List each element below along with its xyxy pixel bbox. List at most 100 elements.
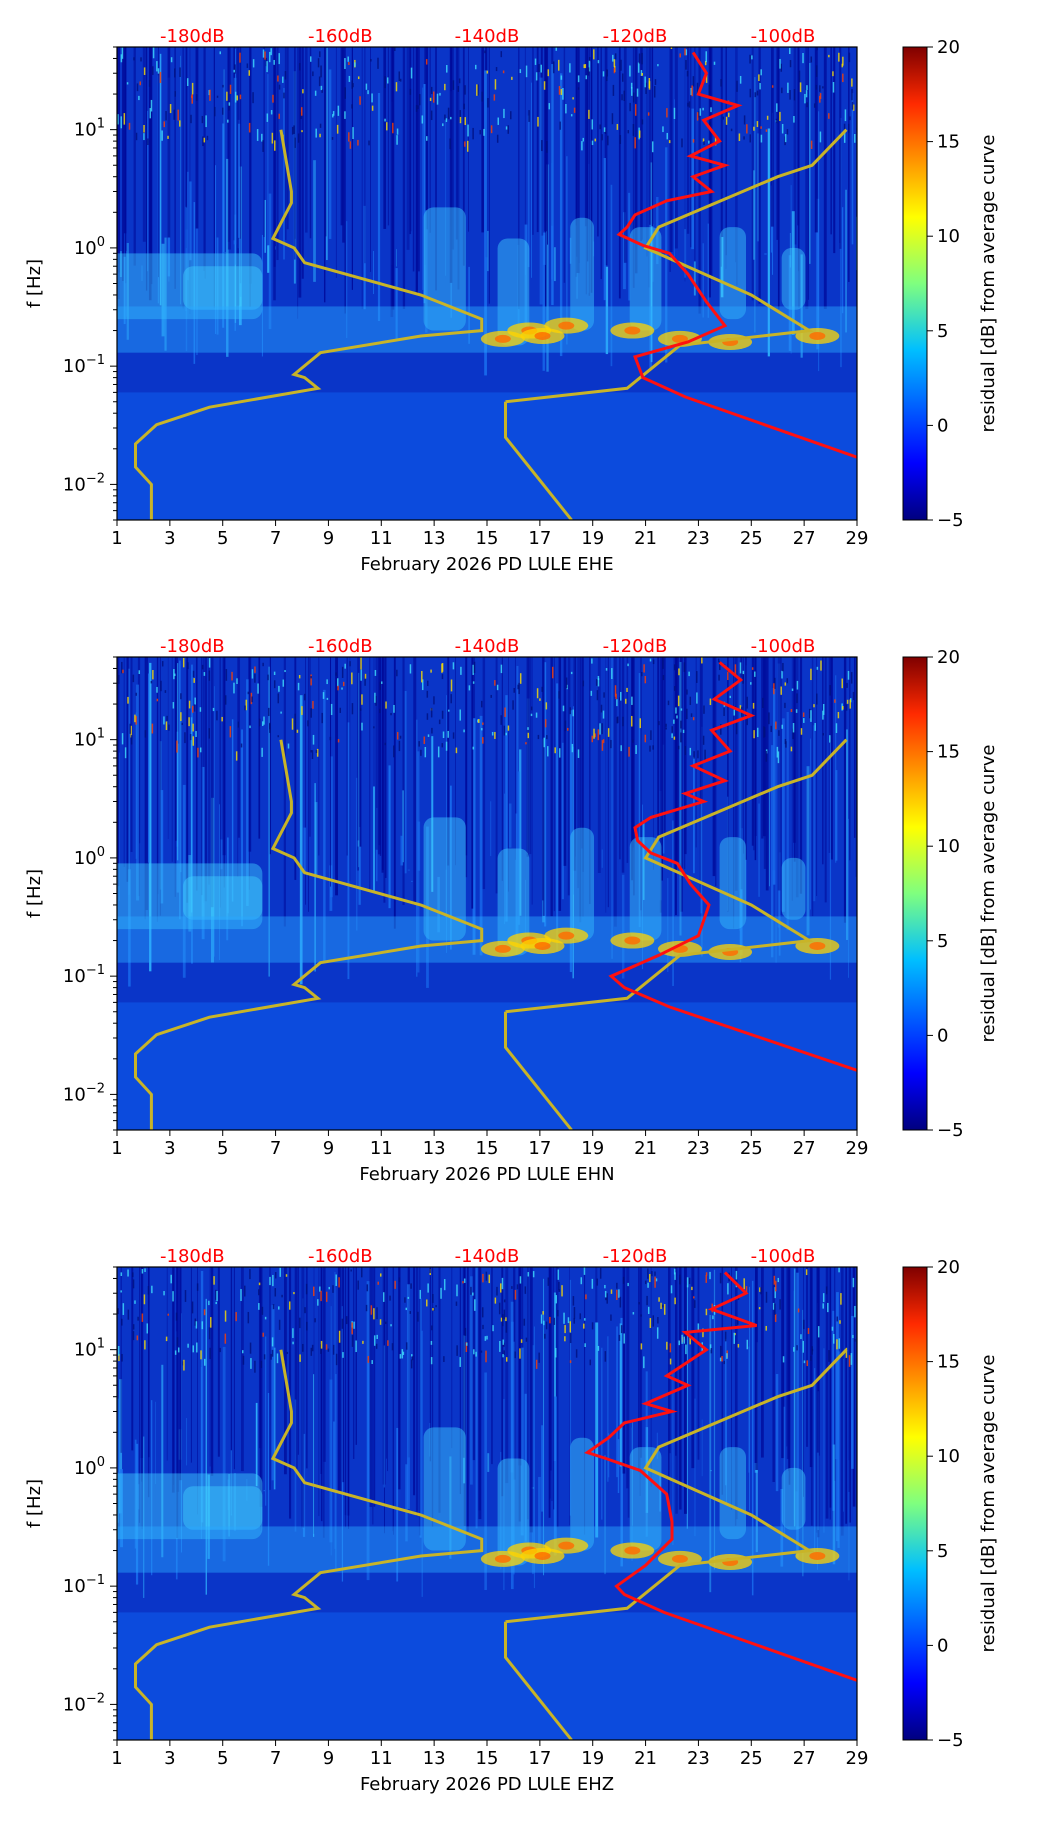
heatmap-speckle xyxy=(545,79,547,89)
heatmap-speckle xyxy=(600,704,603,713)
heatmap-speckle xyxy=(311,750,314,760)
heatmap-speckle xyxy=(118,1354,120,1362)
heatmap-speckle xyxy=(137,1316,139,1321)
heatmap-speckle xyxy=(477,719,479,723)
heatmap-speckle xyxy=(673,719,675,724)
heatmap-stripe xyxy=(514,657,516,860)
heatmap-speckle xyxy=(478,719,480,723)
heatmap-speckle xyxy=(126,82,129,85)
heatmap-speckle xyxy=(134,1300,136,1304)
heatmap-stripe xyxy=(344,47,346,314)
heatmap-speckle xyxy=(386,122,388,131)
heatmap-speckle xyxy=(691,1286,693,1291)
x-tick-label: 27 xyxy=(793,528,816,549)
heatmap-stripe xyxy=(788,1267,790,1472)
colorbar-tick-label: 5 xyxy=(937,321,948,342)
heatmap-speckle xyxy=(850,1353,853,1365)
heatmap-speckle xyxy=(776,103,778,112)
heatmap-speckle xyxy=(151,723,154,734)
heatmap-speckle xyxy=(481,91,483,102)
heatmap-stripe xyxy=(385,1267,387,1459)
heatmap-stripe xyxy=(294,1267,298,1469)
heatmap-speckle xyxy=(226,91,228,101)
heatmap-speckle xyxy=(649,1318,652,1329)
heatmap-speckle xyxy=(802,53,804,64)
heatmap-stripe xyxy=(569,1279,572,1516)
heatmap-stripe xyxy=(788,255,792,351)
heatmap-stripe xyxy=(510,1301,514,1473)
heatmap-speckle xyxy=(822,1303,824,1309)
heatmap-stripe xyxy=(478,1267,482,1520)
heatmap-speckle xyxy=(165,721,168,730)
heatmap-stripe xyxy=(563,47,566,283)
heatmap-speckle xyxy=(749,54,751,64)
colorbar-tick-label: 20 xyxy=(937,1257,960,1278)
heatmap-stripe xyxy=(249,47,252,284)
heatmap-speckle xyxy=(838,1267,840,1273)
heatmap-stripe xyxy=(470,1276,473,1485)
heatmap-speckle xyxy=(852,691,855,701)
heatmap-speckle xyxy=(503,1309,506,1320)
heatmap-speckle xyxy=(673,664,676,671)
heatmap-speckle xyxy=(272,1274,274,1287)
heatmap-speckle xyxy=(782,662,784,672)
heatmap-speckle xyxy=(606,69,608,82)
heatmap-speckle xyxy=(708,84,711,96)
heatmap-speckle xyxy=(754,92,757,98)
heatmap-speckle xyxy=(652,1315,655,1327)
heatmap-speckle xyxy=(439,92,441,96)
heatmap-speckle xyxy=(602,739,605,744)
heatmap-speckle xyxy=(224,695,227,705)
heatmap-speckle xyxy=(753,126,755,131)
heatmap-speckle xyxy=(396,669,398,677)
heatmap-speckle xyxy=(651,1271,653,1277)
heatmap-stripe xyxy=(532,47,534,235)
heatmap-speckle xyxy=(737,1343,740,1348)
heatmap-speckle xyxy=(848,123,850,133)
heatmap-speckle xyxy=(792,728,794,740)
top-db-label: -140dB xyxy=(455,636,520,657)
heatmap-speckle xyxy=(139,81,141,86)
heatmap-speckle xyxy=(355,1340,357,1353)
heatmap-speckle xyxy=(688,101,691,108)
heatmap-speckle xyxy=(379,681,381,691)
heatmap-stripe xyxy=(320,1267,323,1474)
heatmap-speckle xyxy=(557,1269,560,1280)
heatmap-stripe xyxy=(305,657,306,905)
heatmap-stripe xyxy=(777,657,781,891)
heatmap-speckle xyxy=(704,749,706,762)
heatmap-stripe xyxy=(623,47,627,263)
heatmap-speckle xyxy=(364,673,367,679)
heatmap-speckle xyxy=(203,137,206,143)
spectrogram-panel-1: 1 3 5 7 9 11 13 15 17 19 21 23 25 27 29 February 2026 P… xyxy=(0,0,1052,602)
heatmap-speckle xyxy=(662,675,665,681)
heatmap-speckle xyxy=(326,679,328,685)
heatmap-speckle xyxy=(634,137,636,149)
heatmap-speckle xyxy=(365,83,368,90)
heatmap-speckle xyxy=(667,700,670,706)
heatmap-stripe xyxy=(313,160,316,282)
heatmap-speckle xyxy=(528,110,530,122)
heatmap-speckle xyxy=(766,115,769,120)
heatmap-speckle xyxy=(344,87,346,99)
heatmap-speckle xyxy=(421,115,424,124)
heatmap-speckle xyxy=(371,105,374,111)
heatmap-speckle xyxy=(590,690,593,696)
heatmap-speckle xyxy=(300,107,303,116)
heatmap-speckle xyxy=(692,76,695,87)
heatmap-speckle xyxy=(199,747,202,753)
heatmap-speckle xyxy=(130,725,132,738)
y-tick-label: 10−1 xyxy=(63,353,105,377)
heatmap-speckle xyxy=(604,1351,607,1362)
heatmap-speckle xyxy=(175,1312,178,1321)
heatmap-speckle xyxy=(597,60,600,64)
heatmap-speckle xyxy=(377,1281,379,1285)
heatmap-speckle xyxy=(262,721,264,727)
heatmap-stripe xyxy=(786,1267,789,1459)
heatmap-speckle xyxy=(502,1314,504,1327)
colorbar-tick-label: 0 xyxy=(937,1635,948,1656)
heatmap-speckle xyxy=(775,118,778,124)
y-tick-label: 10−2 xyxy=(63,471,105,495)
heatmap-speckle xyxy=(219,51,221,55)
